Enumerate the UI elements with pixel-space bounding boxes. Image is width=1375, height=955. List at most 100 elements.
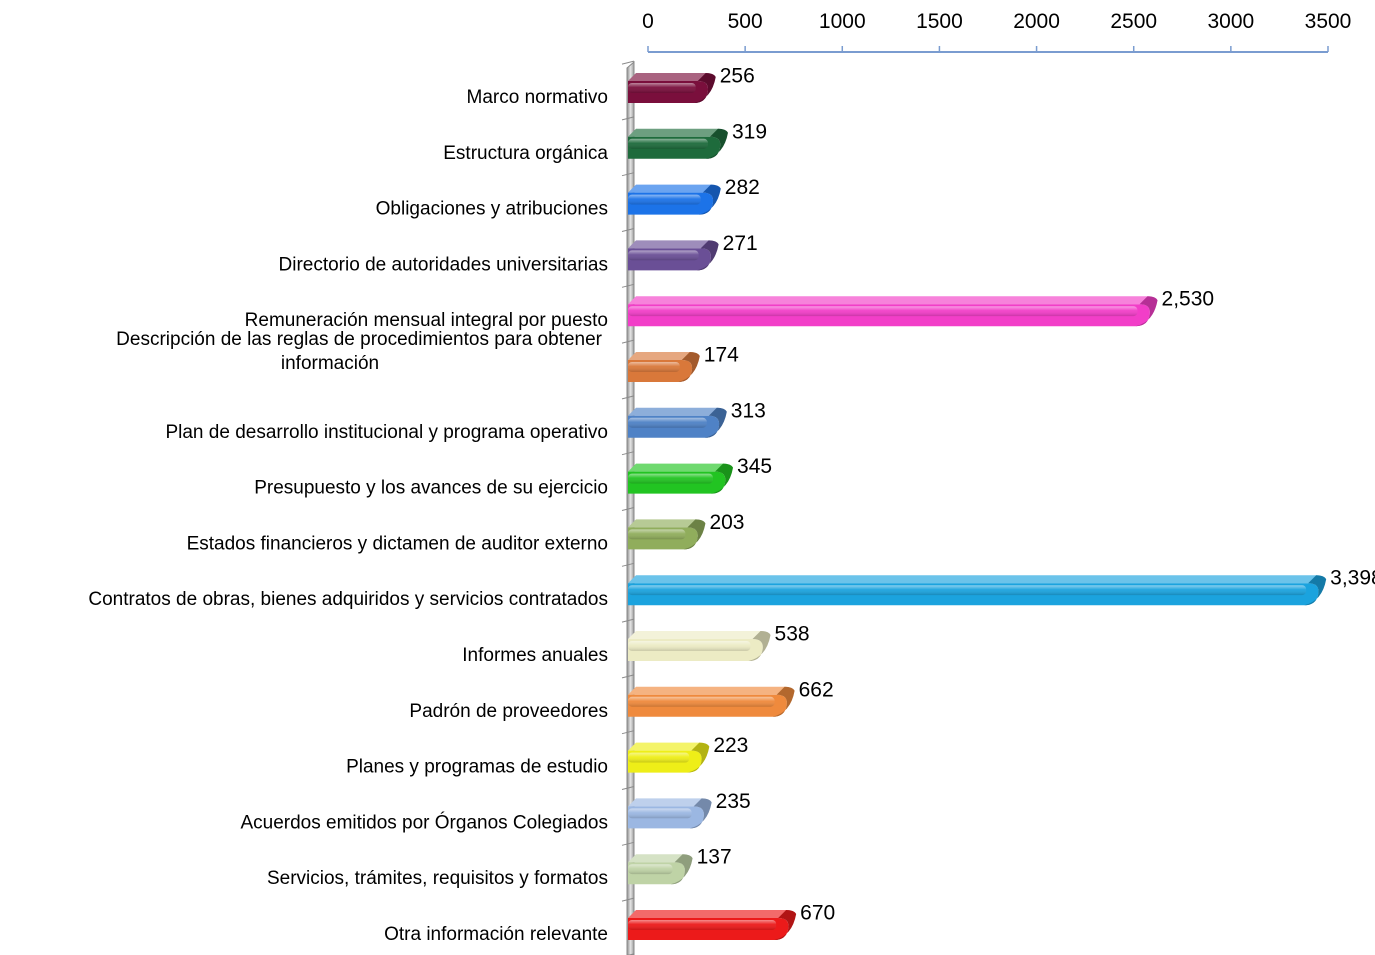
bar-gloss xyxy=(628,83,696,93)
bar-gloss xyxy=(628,417,707,428)
data-label: 2,530 xyxy=(1162,288,1215,311)
data-label: 223 xyxy=(713,734,748,757)
x-tick-label: 500 xyxy=(728,10,763,33)
x-tick-label: 2500 xyxy=(1110,10,1157,33)
bar xyxy=(628,184,721,215)
labels: 256 Marco normativo 319 Estructura orgánica… xyxy=(88,65,1375,945)
bar xyxy=(628,519,706,550)
bar-top xyxy=(628,742,705,751)
bar-top xyxy=(628,686,791,695)
category-label: Servicios, trámites, requisitos y format… xyxy=(267,868,608,889)
category-label: Contratos de obras, bienes adquiridos y … xyxy=(88,589,608,610)
category-label: Planes y programas de estudio xyxy=(346,757,608,778)
bar-top xyxy=(628,73,712,81)
bar-gloss xyxy=(628,752,690,763)
bar-gloss xyxy=(628,696,775,707)
category-tick xyxy=(621,786,635,790)
category-label: Estados financieros y dictamen de audito… xyxy=(187,533,608,554)
bar-end xyxy=(670,854,693,885)
category-tick xyxy=(621,451,635,456)
bar-gloss xyxy=(628,529,686,540)
bar-gloss xyxy=(628,585,1307,596)
x-tick-label: 1000 xyxy=(819,10,866,33)
bar xyxy=(628,686,795,717)
data-label: 319 xyxy=(732,120,767,143)
category-label: Estructura orgánica xyxy=(443,143,608,164)
data-label: 345 xyxy=(737,455,772,478)
category-label: Directorio de autoridades universitarias xyxy=(279,254,609,275)
data-label: 203 xyxy=(709,511,744,534)
category-label: Padrón de proveedores xyxy=(409,701,608,722)
bar-gloss xyxy=(628,920,777,930)
bar xyxy=(628,631,771,661)
bar-top xyxy=(628,575,1322,584)
category-tick xyxy=(621,172,635,177)
bar-end xyxy=(711,463,734,494)
bar-top xyxy=(628,240,715,249)
data-label: 137 xyxy=(697,846,732,869)
bar-end xyxy=(704,407,727,438)
bar-top xyxy=(628,631,767,639)
category-tick xyxy=(621,507,635,511)
category-tick xyxy=(621,562,635,567)
bar-gloss xyxy=(628,306,1138,317)
bar-top xyxy=(628,407,723,416)
x-tick-label: 3500 xyxy=(1305,10,1352,33)
bar-top xyxy=(628,352,696,360)
category-label: Descripción de las reglas de procedimien… xyxy=(116,329,602,350)
bar xyxy=(628,463,734,494)
category-label: Marco normativo xyxy=(467,87,609,108)
data-label: 662 xyxy=(799,678,834,701)
bar xyxy=(628,798,712,829)
bar xyxy=(628,854,693,885)
bar xyxy=(628,407,727,438)
bar-top xyxy=(628,519,701,528)
bar-gloss xyxy=(628,362,680,372)
category-axis-wall xyxy=(621,60,635,955)
bar-top xyxy=(628,798,708,807)
category-label: Presupuesto y los avances de su ejercici… xyxy=(254,478,608,499)
category-label: Obligaciones y atribuciones xyxy=(376,199,608,220)
bar-gloss xyxy=(628,473,714,484)
data-label: 174 xyxy=(704,344,739,367)
bar-top xyxy=(628,296,1154,305)
category-tick xyxy=(621,841,635,846)
category-label-line-2: información xyxy=(281,353,379,374)
bar-end xyxy=(693,73,716,103)
x-tick-label: 2000 xyxy=(1013,10,1060,33)
bar-gloss xyxy=(628,250,699,261)
data-label: 282 xyxy=(725,176,760,199)
x-axis: 0 500 1000 1500 2000 2500 3000 3500 xyxy=(642,10,1352,53)
data-label: 3,398 xyxy=(1330,567,1375,590)
bar-end xyxy=(683,519,706,550)
category-tick xyxy=(621,618,635,623)
category-tick xyxy=(621,339,635,344)
bars xyxy=(628,73,1327,940)
category-tick xyxy=(621,116,635,121)
data-label: 235 xyxy=(716,790,751,813)
bar xyxy=(628,73,716,103)
category-label: Otra información relevante xyxy=(384,924,608,945)
bar-end xyxy=(687,742,710,773)
bar-end xyxy=(698,184,721,215)
bar-end xyxy=(748,631,771,661)
bar xyxy=(628,742,710,773)
x-tick-label: 1500 xyxy=(916,10,963,33)
bar-top xyxy=(628,463,729,472)
category-label: Remuneración mensual integral por puesto xyxy=(245,310,608,331)
bar xyxy=(628,575,1327,606)
category-label: Acuerdos emitidos por Órganos Colegiados xyxy=(240,811,608,833)
x-tick-label: 3000 xyxy=(1207,10,1254,33)
bar-end xyxy=(772,686,795,717)
bar xyxy=(628,910,797,940)
data-label: 538 xyxy=(775,623,810,646)
bar-end xyxy=(1135,296,1158,327)
data-label: 313 xyxy=(731,399,766,422)
bar-end xyxy=(774,910,797,940)
bar-gloss xyxy=(628,864,673,875)
bar-end xyxy=(705,128,728,159)
bar-gloss xyxy=(628,641,751,651)
data-label: 670 xyxy=(800,902,835,925)
bar xyxy=(628,240,719,271)
